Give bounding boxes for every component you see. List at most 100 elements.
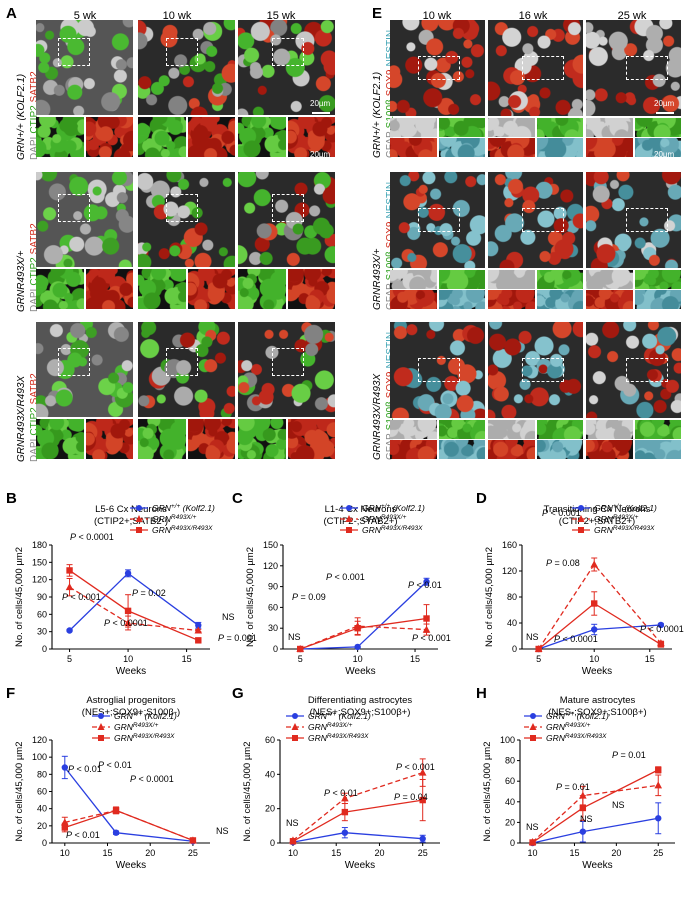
panel-a-scalebar-1: 20µm [310,99,331,108]
panel-a-image-r0-c1 [138,20,235,115]
panel-e-inset-2-r2-c1 [488,440,535,459]
y-tick-label: 60 [268,602,278,612]
panel-a-image-r2-c1-texture [138,322,235,417]
data-point [61,764,69,771]
panel-e-image-r1-c1-inset-box [522,208,564,232]
legend-entry-1: GRNR493X/+ [286,722,353,732]
y-axis-label: No. of cells/45,000 µm2 [14,547,25,647]
panel-e-inset-1-r1-c0-texture [438,270,485,289]
y-tick-label: 100 [32,752,47,762]
genotype-label: GRNR493X/+ [16,250,27,312]
panel-e-image-r0-c0-inset-box [418,56,460,80]
legend-marker [530,735,536,741]
series-line [532,769,659,844]
legend-marker [578,505,584,511]
panel-a-inset-red-r1-c0-texture [85,269,133,309]
panel-e-inset-0-r0-c0-texture [390,118,437,137]
series-line [299,625,427,650]
stat-annotation: P = 0.09 [292,592,326,602]
panel-e-inset-1-r0-c1 [536,118,583,137]
legend-entry-1: GRNR493X/+ [524,722,591,732]
panel-e-inset-3-r2-c0 [438,440,485,459]
data-point [112,829,120,836]
legend-entry-0: GRN+/+ (Kolf2.1) [340,503,425,513]
chart-d: D Transitioning Cx Neurons(CTIP2+;SATB2+)… [476,490,684,677]
panel-letter-e: E [372,5,383,22]
legend-entry-0: GRN+/+ (Kolf2.1) [92,711,177,721]
data-point [534,645,543,652]
legend-label: GRNR493X/R493X [546,733,607,744]
chart-letter: D [476,490,487,507]
data-point [195,622,202,629]
panel-a-inset-red-r1-c2-texture [287,269,335,309]
stat-annotation: NS [526,632,539,642]
panel-a-inset-green-r0-c1-texture [138,117,186,157]
panel-e-inset-2-r0-c0 [390,138,437,157]
panel-a-image-r2-c2-inset-box [272,348,304,376]
panel-e-inset-1-r0-c0 [438,118,485,137]
data-point [66,567,73,574]
data-point [297,645,304,653]
panel-a-inset-red-r2-c2 [287,419,335,459]
panel-e-inset-0-r0-c2 [586,118,633,137]
panel-a-inset-green-r0-c2-texture [238,117,286,157]
x-tick-label: 10 [288,848,298,858]
panel-e-image-r0-c2-texture [586,20,681,116]
panel-e-inset-3-r2-c1-texture [536,440,583,459]
data-point [65,583,74,591]
stat-annotation: P < 0.01 [68,764,102,774]
legend-entry-2: GRNR493X/R493X [130,525,213,535]
legend-marker [136,505,142,511]
x-tick-label: 15 [103,848,113,858]
panel-e-inset-3-r2-c0-texture [438,440,485,459]
panel-e-inset-0-r2-c1 [488,420,535,439]
legend-label: GRNR493X/R493X [362,525,423,536]
legend-entry-2: GRNR493X/R493X [92,733,175,743]
stat-annotation: P = 0.001 [218,633,257,643]
stat-annotation: P < 0.0001 [104,618,148,628]
data-point [591,600,598,607]
panel-e-row-label-2: GRNR493X/R493X [372,371,383,460]
data-point [657,621,665,629]
panel-e-scalebar-2: 20µm [654,150,675,159]
stat-annotation: P = 0.04 [394,792,428,802]
panel-e-inset-1-r0-c2 [634,118,681,137]
panel-a-inset-red-r0-c0-texture [85,117,133,157]
panel-a-inset-green-r1-c2 [238,269,286,309]
chart-subtitle: (NES-;SOX9+;S100β+) [548,707,646,718]
legend-marker [292,735,298,741]
panel-a-inset-red-r1-c1-texture [187,269,235,309]
panel-e-col-16wk: 16 wk [518,10,548,22]
panel-a-scalebar-1-line [312,112,330,114]
panel-a-image-r2-c0-texture [36,322,133,417]
panel-a-inset-red-r2-c2-texture [287,419,335,459]
panel-e-inset-3-r1-c2 [634,290,681,309]
panel-e-image-r2-c2-inset-box [626,358,668,382]
panel-e-image-r2-c0-texture [390,322,485,418]
panel-e-inset-0-r0-c1 [488,118,535,137]
panel-e-image-r2-c2 [586,322,681,418]
panel-a-image-r1-c2-inset-box [272,194,304,222]
y-axis-label: No. of cells/45,000 µm2 [245,547,256,647]
panel-a-inset-green-r1-c0 [36,269,84,309]
chart-letter: C [232,490,243,507]
panel-a-image-r0-c2 [238,20,335,115]
panel-a-image-r2-c1-inset-box [166,348,198,376]
data-point [341,794,349,802]
legend-entry-2: GRNR493X/R493X [572,525,655,535]
data-point [189,838,197,845]
legend-entry-0: GRN+/+ (Kolf2.1) [524,711,609,721]
legend-entry-1: GRNR493X/+ [92,722,159,732]
data-point [341,829,349,836]
panel-e-inset-0-r2-c2 [586,420,633,439]
panel-a-image-r1-c0-texture [36,172,133,267]
panel-e-inset-2-r0-c0-texture [390,138,437,157]
data-point [61,824,69,831]
data-point [189,836,197,844]
series-line [292,771,423,841]
stat-annotation: P < 0.001 [412,633,451,643]
chart-letter: H [476,685,487,702]
chart-subtitle: (CTIP2-;STAB2+) [324,516,398,527]
legend-marker [346,527,352,533]
data-point [124,570,132,577]
